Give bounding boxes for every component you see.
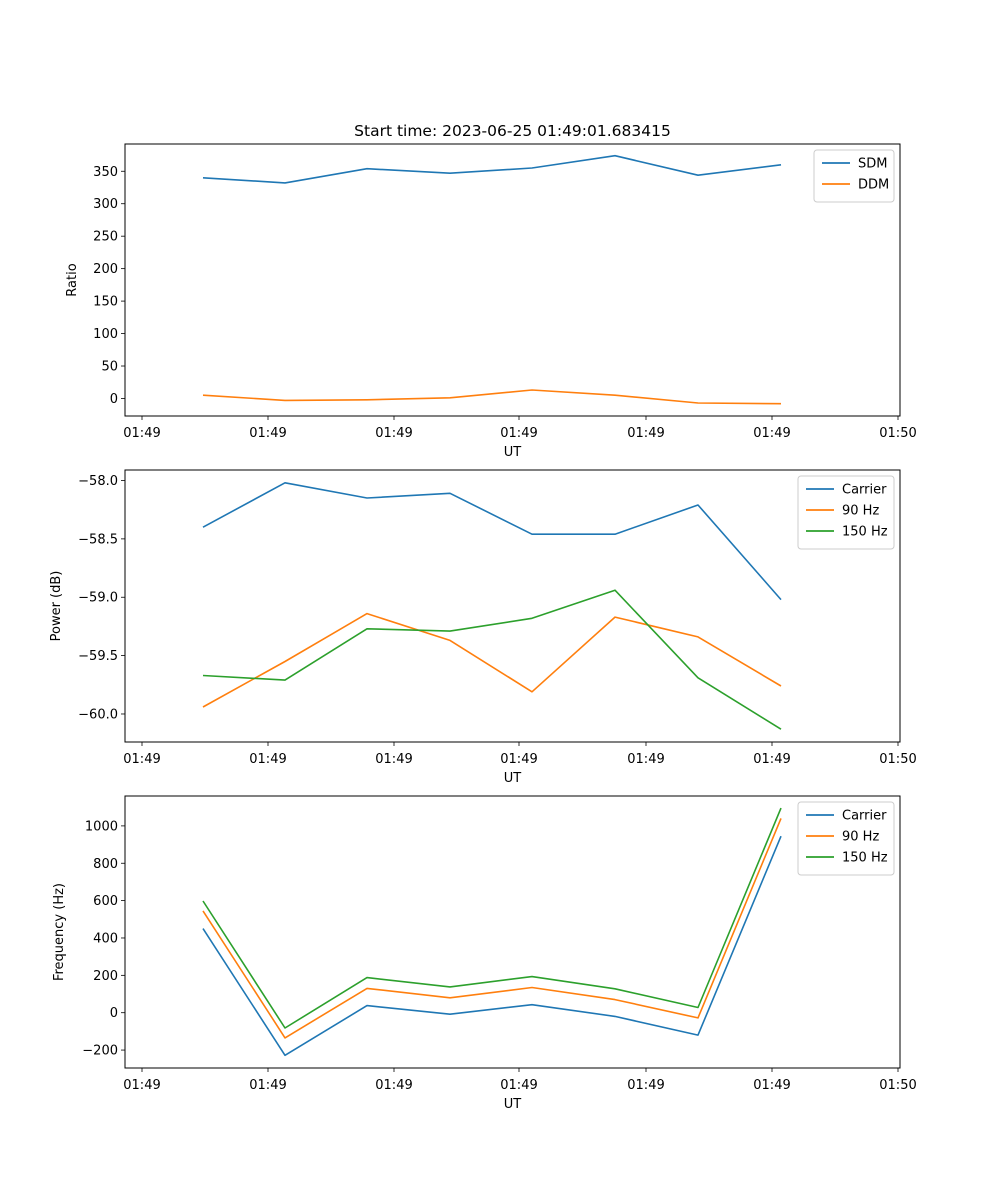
y-tick-label: 0 [110,392,118,407]
x-tick-label: 01:49 [375,1078,412,1093]
x-axis-label: UT [504,445,522,460]
legend-label: 150 Hz [842,851,888,866]
x-tick-label: 01:49 [375,752,412,767]
y-tick-label: 1000 [85,819,118,834]
series-line-carrier [202,835,782,1057]
y-tick-label: 200 [93,969,118,984]
legend-label: SDM [858,157,887,172]
x-tick-label: 01:49 [627,1078,664,1093]
y-tick-label: 400 [93,931,118,946]
series-line-sdm [202,154,782,184]
x-axis-label: UT [504,1097,522,1112]
x-tick-label: 01:49 [627,426,664,441]
x-axis-label: UT [504,771,522,786]
legend-label: Carrier [842,483,887,498]
x-tick-label: 01:49 [627,752,664,767]
axes-frame [124,795,901,1069]
x-tick-label: 01:50 [879,1078,916,1093]
y-tick-label: 0 [110,1006,118,1021]
y-tick-label: 100 [93,327,118,342]
y-tick-label: 200 [93,262,118,277]
x-tick-label: 01:49 [123,1078,160,1093]
legend-label: DDM [858,178,889,193]
y-tick-label: −58.0 [78,474,118,489]
y-tick-label: 50 [101,360,118,375]
legend-label: 150 Hz [842,525,888,540]
y-axis-label: Frequency (Hz) [52,883,67,981]
legend: Carrier 90 Hz 150 Hz [797,475,895,550]
legend-label: 90 Hz [842,504,879,519]
x-tick-label: 01:49 [123,426,160,441]
y-tick-label: 600 [93,894,118,909]
x-tick-label: 01:49 [500,752,537,767]
series-line-90-hz [202,818,782,1039]
y-tick-label: 350 [93,165,118,180]
x-tick-label: 01:49 [123,752,160,767]
chart-title: Start time: 2023-06-25 01:49:01.683415 [354,122,671,140]
y-tick-label: 800 [93,857,118,872]
y-tick-label: −58.5 [78,532,118,547]
y-tick-label: 150 [93,295,118,310]
legend-label: Carrier [842,809,887,824]
y-tick-label: −60.0 [78,707,118,722]
y-tick-label: −59.0 [78,591,118,606]
series-line-90-hz [202,612,782,708]
legend-label: 90 Hz [842,830,879,845]
y-tick-label: −59.5 [78,649,118,664]
x-tick-label: 01:49 [375,426,412,441]
x-tick-label: 01:49 [249,1078,286,1093]
series-line-ddm [202,389,782,405]
y-axis-label: Ratio [65,263,80,296]
y-tick-label: −200 [82,1044,118,1059]
legend: Carrier 90 Hz 150 Hz [797,801,895,876]
y-tick-label: 250 [93,230,118,245]
legend: SDM DDM [813,149,895,203]
x-tick-label: 01:49 [249,426,286,441]
series-line-150-hz [202,589,782,730]
y-axis-label: Power (dB) [49,571,64,642]
x-tick-label: 01:49 [500,426,537,441]
x-tick-label: 01:49 [753,1078,790,1093]
x-tick-label: 01:49 [753,752,790,767]
x-tick-label: 01:50 [879,426,916,441]
panel-1: Start time: 2023-06-25 01:49:01.68341501… [65,122,917,460]
y-tick-label: 300 [93,197,118,212]
series-line-150-hz [202,807,782,1029]
axes-frame [124,469,901,743]
panel-3: 01:49 01:49 01:49 01:49 01:49 01:49 01:50 −200 0… [52,795,917,1112]
x-tick-label: 01:49 [500,1078,537,1093]
axes-frame [124,143,901,417]
x-tick-label: 01:49 [753,426,790,441]
series-line-carrier [202,481,782,601]
x-tick-label: 01:50 [879,752,916,767]
x-tick-label: 01:49 [249,752,286,767]
panel-2: 01:49 01:49 01:49 01:49 01:49 01:49 01:50 −60.0… [49,469,917,786]
